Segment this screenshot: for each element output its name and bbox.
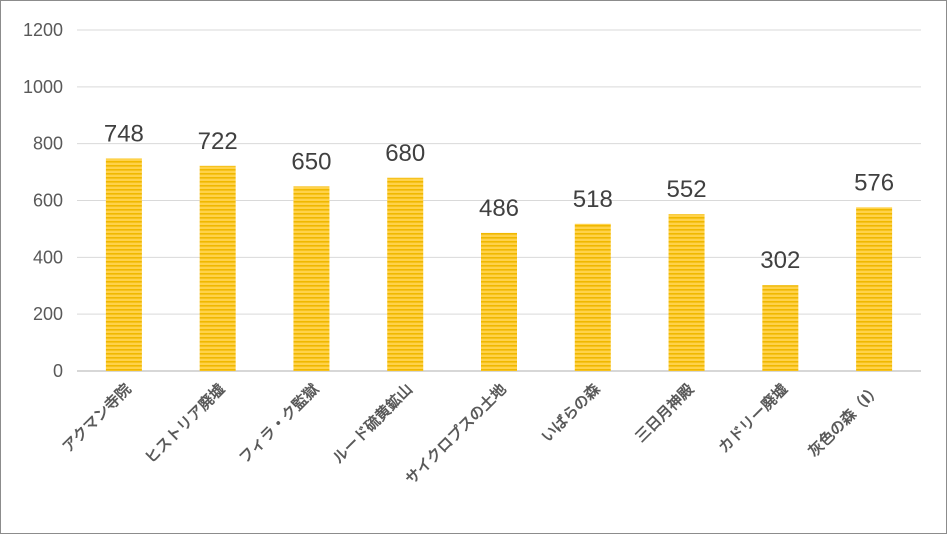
data-labels: 748 722 650 680 486 518 552 302 576 — [104, 120, 894, 274]
x-tick-label: サイクロプスの土地 — [402, 380, 510, 488]
data-label: 748 — [104, 120, 144, 147]
data-label: 518 — [573, 186, 613, 213]
bar — [481, 232, 517, 371]
bars — [105, 158, 893, 371]
data-label: 722 — [198, 128, 238, 155]
bar — [856, 207, 893, 371]
x-tick-label: いばらの森 — [538, 379, 604, 445]
x-tick-label: カドリー廃墟 — [715, 380, 791, 456]
y-tick-label: 400 — [33, 247, 63, 267]
y-tick-label: 1200 — [23, 20, 63, 40]
bar — [293, 186, 330, 371]
bar — [387, 177, 424, 371]
bar — [105, 158, 142, 371]
y-tick-label: 0 — [53, 361, 63, 381]
y-tick-label: 800 — [33, 134, 63, 154]
y-tick-label: 200 — [33, 304, 63, 324]
data-label: 576 — [854, 169, 894, 196]
data-label: 680 — [385, 140, 425, 167]
bar — [574, 223, 611, 371]
x-tick-label: ヒストリア廃墟 — [142, 380, 229, 467]
x-tick-label: ルード硫黄鉱山 — [329, 380, 416, 467]
bar — [199, 165, 236, 371]
y-tick-label: 600 — [33, 191, 63, 211]
data-label: 552 — [667, 176, 707, 203]
x-tick-label: 灰色の森（Ⅰ） — [805, 380, 885, 460]
data-label: 650 — [291, 148, 331, 175]
y-tick-label: 1000 — [23, 77, 63, 97]
data-label: 486 — [479, 195, 519, 222]
x-tick-label: 三日月神殿 — [632, 379, 698, 445]
x-tick-label: フィラ・ク監獄 — [236, 380, 323, 467]
bar — [762, 285, 799, 371]
x-tick-label: アクマン寺院 — [59, 380, 135, 456]
data-label: 302 — [760, 247, 800, 274]
bar — [668, 214, 705, 371]
